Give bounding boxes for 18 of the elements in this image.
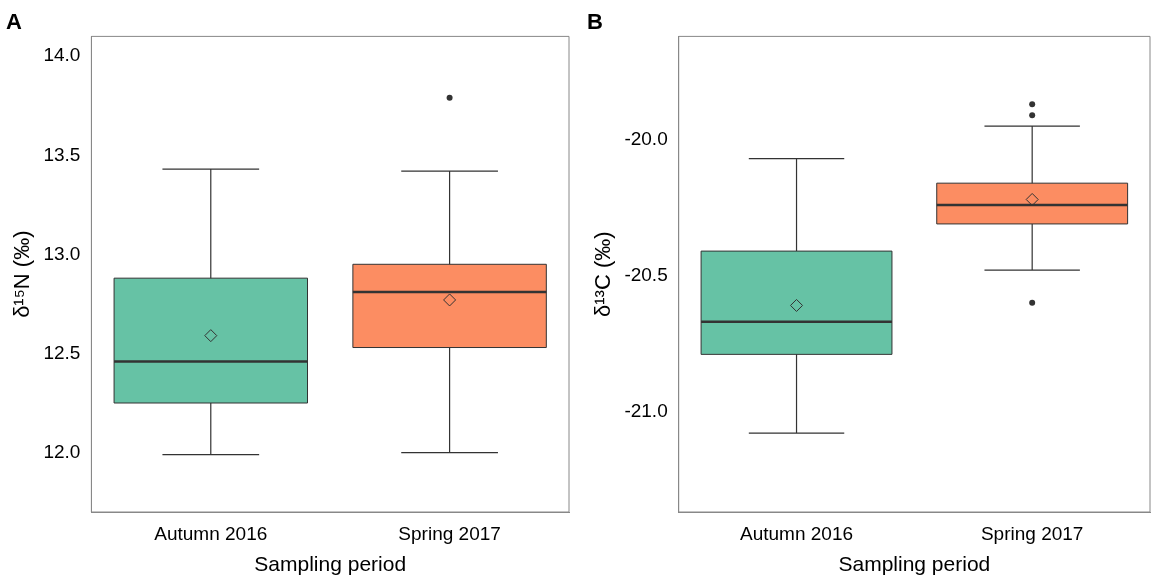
y-tick-label: 14.0 (43, 44, 81, 66)
chart-title: B (587, 9, 603, 35)
y-tick-label: 13.5 (43, 143, 81, 165)
y-tick-label: 13.0 (43, 242, 81, 264)
x-tick-label: Autumn 2016 (740, 522, 854, 544)
x-axis-title: Sampling period (838, 552, 991, 576)
x-tick-label: Spring 2017 (980, 522, 1084, 544)
y-tick-label: -21.0 (624, 399, 668, 421)
y-tick-label: -20.0 (624, 127, 668, 149)
x-tick-label: Spring 2017 (398, 522, 501, 544)
y-tick-label: -20.5 (624, 263, 668, 285)
chart-title: A (6, 9, 22, 35)
y-axis-title: δ¹³C (‰) (590, 231, 616, 317)
y-tick-label: 12.0 (43, 440, 81, 462)
x-tick-label: Autumn 2016 (154, 522, 268, 544)
y-axis-title: δ¹⁵N (‰) (9, 230, 35, 318)
y-tick-label: 12.5 (43, 341, 81, 363)
x-axis-title: Sampling period (254, 552, 407, 576)
